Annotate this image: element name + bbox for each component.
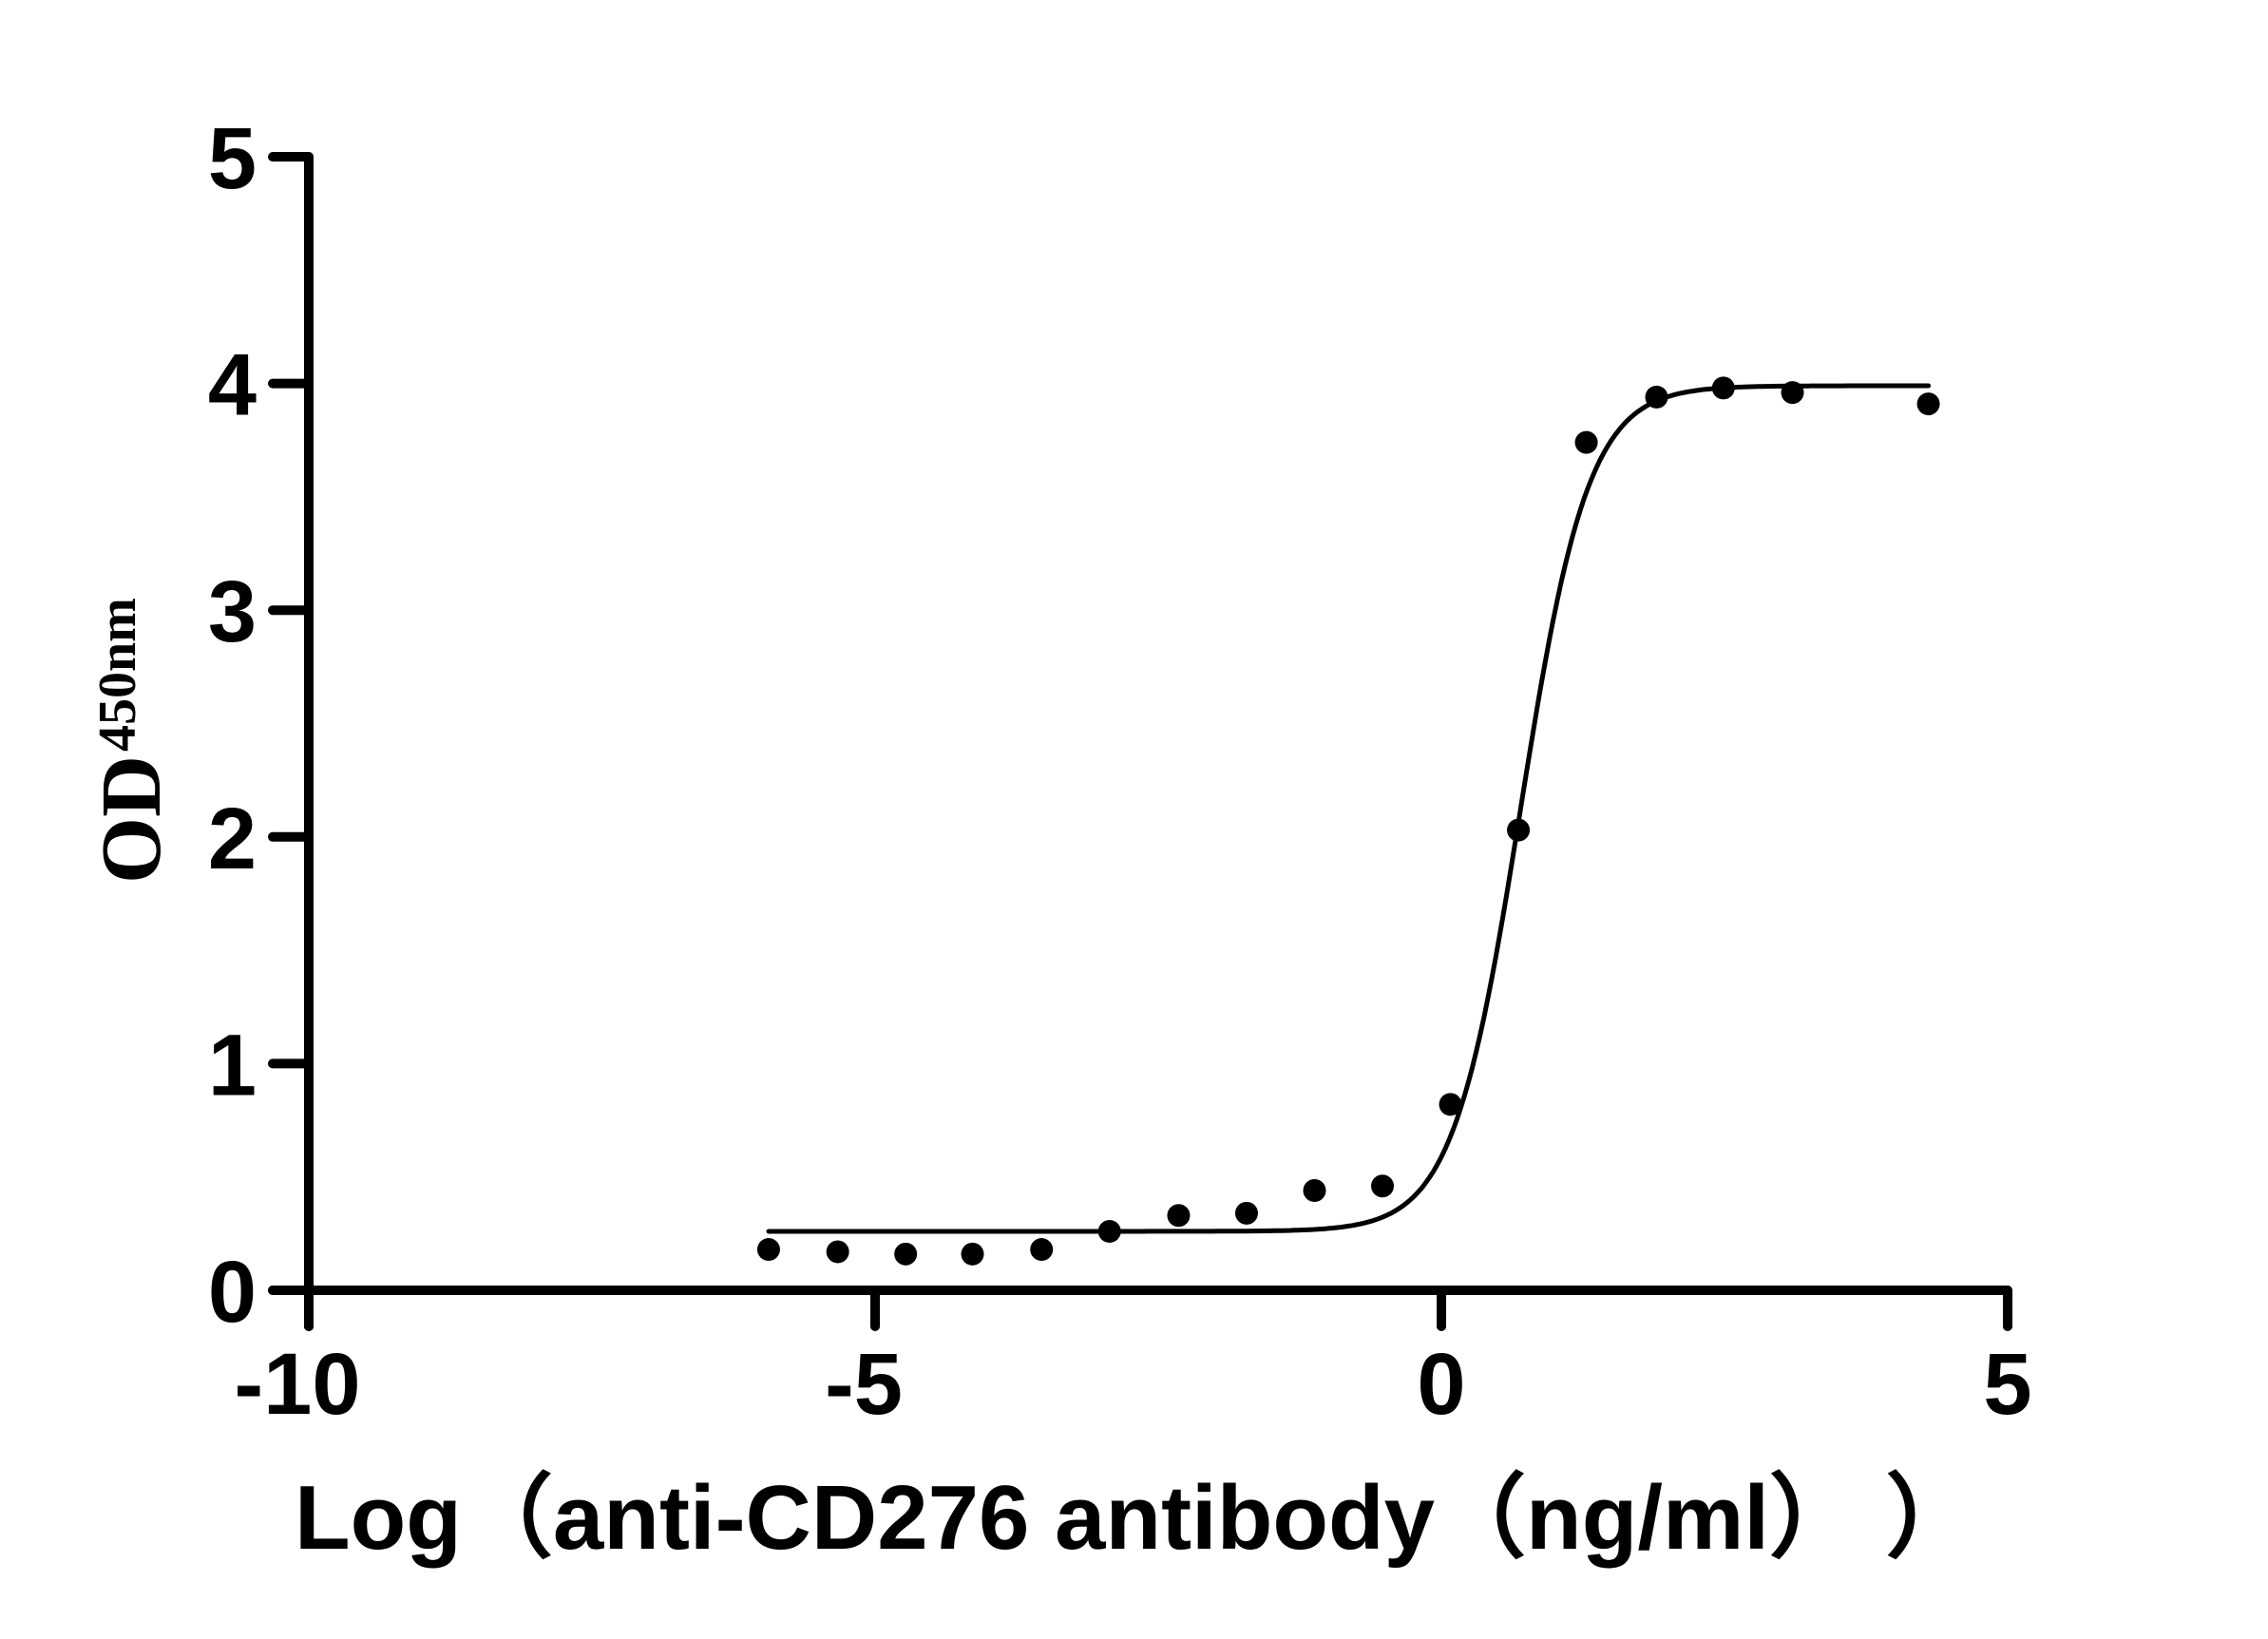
data-point <box>1507 818 1531 842</box>
x-tick-label: -10 <box>235 1336 361 1433</box>
axes <box>268 152 2012 1331</box>
data-points <box>756 376 1940 1266</box>
data-point <box>1781 381 1804 405</box>
y-axis-title-subscript: 450nm <box>88 598 147 752</box>
data-point <box>1645 385 1668 409</box>
data-point <box>1439 1093 1462 1116</box>
fit-curve-path <box>766 383 1932 1234</box>
x-axis-title: Log（anti-CD276 antibody（ng/ml） ） <box>295 1467 1977 1569</box>
x-tick-label: -5 <box>825 1336 903 1433</box>
y-tick-label: 3 <box>208 563 257 660</box>
data-point <box>1167 1204 1191 1228</box>
y-tick-label: 2 <box>208 791 257 887</box>
data-point <box>1574 430 1598 454</box>
y-tick-label: 5 <box>208 110 257 207</box>
data-point <box>1234 1201 1258 1225</box>
y-tick-label: 0 <box>208 1244 257 1341</box>
y-tick-label: 1 <box>208 1017 257 1114</box>
y-axis-title-main: OD <box>85 755 179 884</box>
data-point <box>1097 1219 1121 1243</box>
data-point <box>756 1238 780 1262</box>
data-point <box>961 1242 984 1266</box>
x-tick-label: 5 <box>1983 1336 2031 1433</box>
data-point <box>1711 376 1735 400</box>
svg-text:OD450nm: OD450nm <box>85 598 179 884</box>
data-point <box>1303 1179 1326 1203</box>
data-point <box>1030 1238 1054 1262</box>
y-tick-label: 4 <box>208 337 257 434</box>
y-axis-title: OD450nm <box>85 598 179 884</box>
tick-labels: 0 1 2 3 4 5 -10 -5 0 5 <box>208 110 2032 1433</box>
data-point <box>1916 392 1940 416</box>
fit-curve <box>766 383 1932 1234</box>
x-tick-label: 0 <box>1417 1336 1465 1433</box>
data-point <box>826 1240 849 1264</box>
data-point <box>894 1242 918 1266</box>
data-point <box>1371 1174 1395 1198</box>
